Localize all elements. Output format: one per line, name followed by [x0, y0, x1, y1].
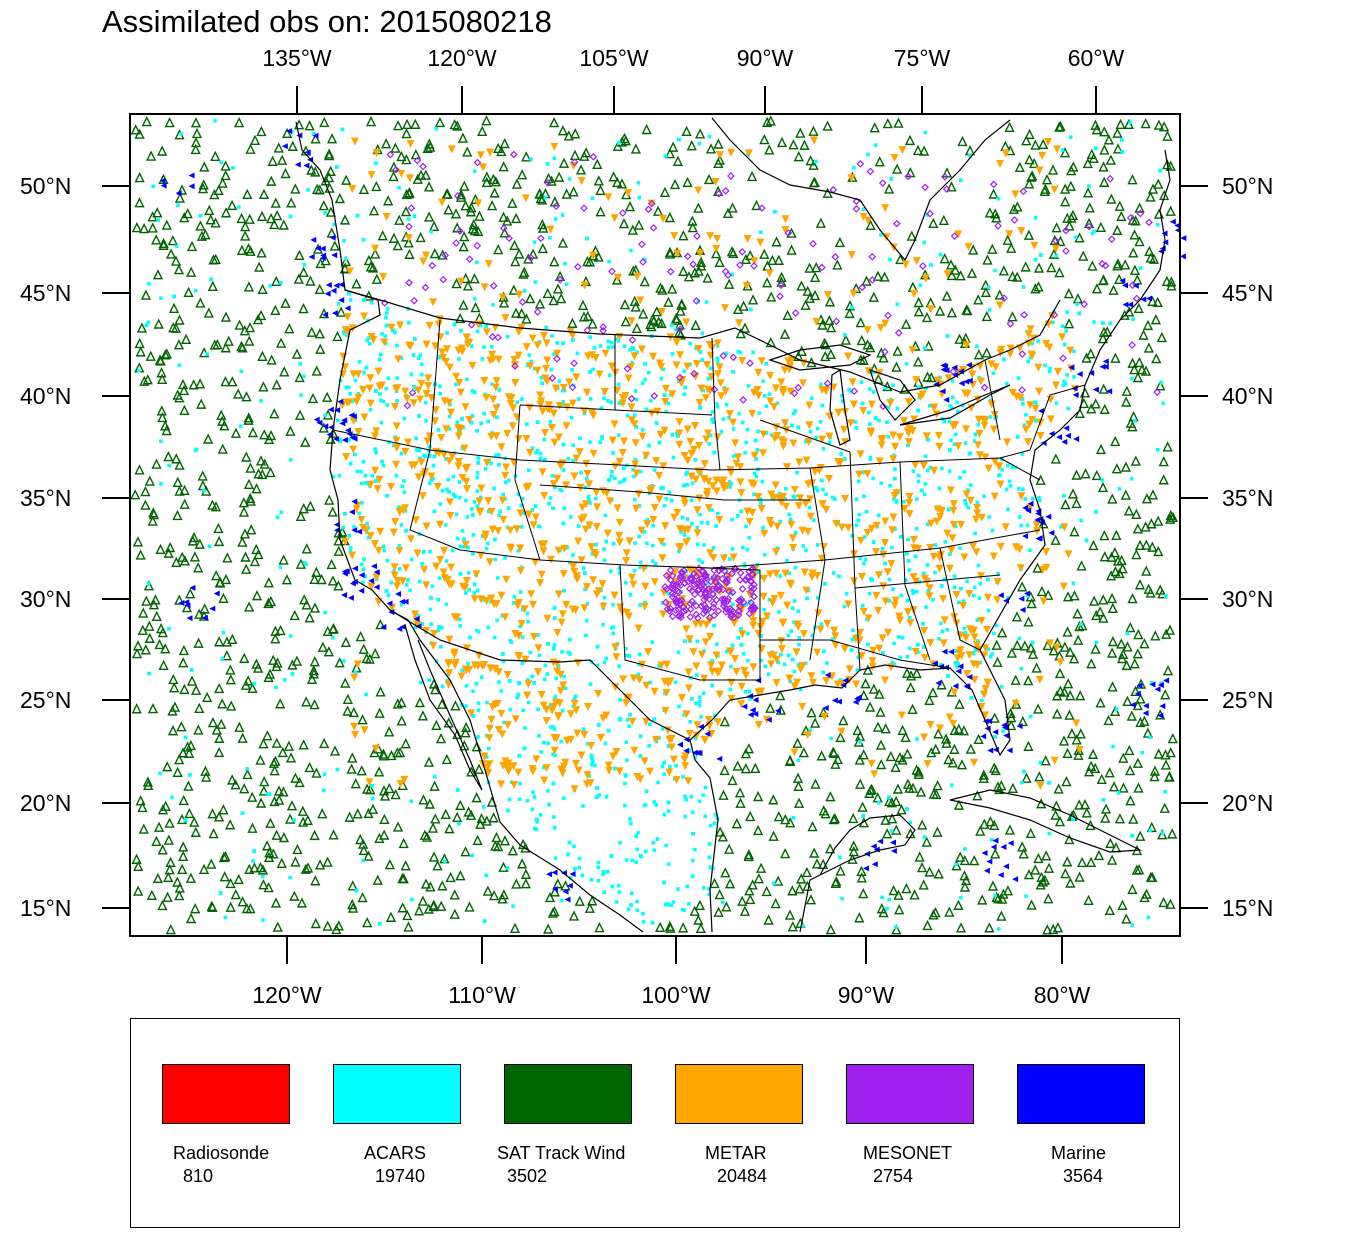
top-longitude-label: 105°W: [579, 45, 649, 71]
canada-us-border: [344, 289, 1061, 393]
right-latitude-label: 35°N: [1222, 485, 1274, 511]
bottom-longitude-label: 80°W: [1033, 982, 1091, 1008]
legend-count: 3502: [507, 1166, 548, 1186]
left-latitude-label: 25°N: [20, 687, 72, 713]
legend-swatch: [504, 1064, 632, 1124]
legend-label: METAR: [705, 1143, 767, 1163]
baja-coastline: [404, 624, 483, 791]
left-latitude-label: 20°N: [20, 790, 72, 816]
bottom-longitude-label: 100°W: [641, 982, 711, 1008]
legend-item: [131, 1019, 302, 1219]
lake-erie-ontario: [899, 384, 1011, 426]
right-latitude-label: 25°N: [1222, 687, 1274, 713]
legend-item: [644, 1019, 815, 1219]
right-latitude-label: 30°N: [1222, 586, 1274, 612]
left-latitude-label: 35°N: [20, 485, 72, 511]
legend-swatch: [333, 1064, 461, 1124]
right-latitude-label: 15°N: [1222, 895, 1274, 921]
legend-count: 19740: [375, 1166, 426, 1186]
lake-huron: [869, 369, 916, 421]
legend-swatch: [162, 1064, 290, 1124]
legend-item: [815, 1019, 986, 1219]
bottom-longitude-label: 120°W: [252, 982, 322, 1008]
right-latitude-label: 45°N: [1222, 280, 1274, 306]
top-longitude-label: 135°W: [262, 45, 332, 71]
left-latitude-label: 40°N: [20, 383, 72, 409]
legend-label: ACARS: [364, 1143, 427, 1163]
left-latitude-label: 15°N: [20, 895, 72, 921]
legend-swatch: [675, 1064, 803, 1124]
yucatan-coastline: [799, 814, 916, 933]
legend-label: Radiosonde: [173, 1143, 270, 1163]
legend-label: SAT Track Wind: [497, 1143, 626, 1163]
legend-item: [986, 1019, 1157, 1219]
right-latitude-label: 40°N: [1222, 383, 1274, 409]
legend-count: 810: [183, 1166, 214, 1186]
legend-swatch: [846, 1064, 974, 1124]
lake-superior: [768, 344, 872, 371]
bottom-longitude-label: 110°W: [448, 982, 516, 1008]
legend-count: 3564: [1063, 1166, 1104, 1186]
map-title: Assimilated obs on: 2015080218: [102, 4, 552, 39]
right-latitude-label: 50°N: [1222, 173, 1274, 199]
bottom-longitude-label: 90°W: [837, 982, 895, 1008]
legend: Radiosonde 810 ACARS 19740 SAT Track Wind 350…: [130, 1018, 1180, 1228]
legend-count: 2754: [873, 1166, 914, 1186]
map-frame: [129, 113, 1181, 937]
legend-item: [302, 1019, 473, 1219]
atlantic-coastline: [979, 149, 1171, 651]
left-latitude-label: 50°N: [20, 173, 72, 199]
top-longitude-label: 90°W: [736, 45, 794, 71]
axis-ticks: [102, 86, 1208, 964]
top-longitude-label: 75°W: [893, 45, 951, 71]
left-latitude-label: 45°N: [20, 280, 72, 306]
left-latitude-label: 30°N: [20, 586, 72, 612]
legend-swatch: [1017, 1064, 1145, 1124]
pacific-coastline: [295, 121, 644, 933]
top-longitude-label: 60°W: [1067, 45, 1125, 71]
observation-map: [102, 86, 1208, 964]
gulf-coastline: [689, 649, 1011, 933]
legend-item: [473, 1019, 644, 1219]
geographic-boundaries: [295, 117, 1171, 933]
legend-label: Marine: [1051, 1143, 1107, 1163]
legend-count: 20484: [717, 1166, 768, 1186]
state-boundaries: [332, 319, 1086, 681]
right-latitude-label: 20°N: [1222, 790, 1274, 816]
observation-markers: [130, 115, 1187, 935]
legend-label: MESONET: [863, 1143, 953, 1163]
cuba-outline: [949, 789, 1143, 853]
us-mexico-border: [389, 609, 691, 741]
top-longitude-label: 120°W: [427, 45, 497, 71]
lake-michigan: [829, 368, 851, 446]
hudson-bay-coastline: [711, 117, 1011, 262]
